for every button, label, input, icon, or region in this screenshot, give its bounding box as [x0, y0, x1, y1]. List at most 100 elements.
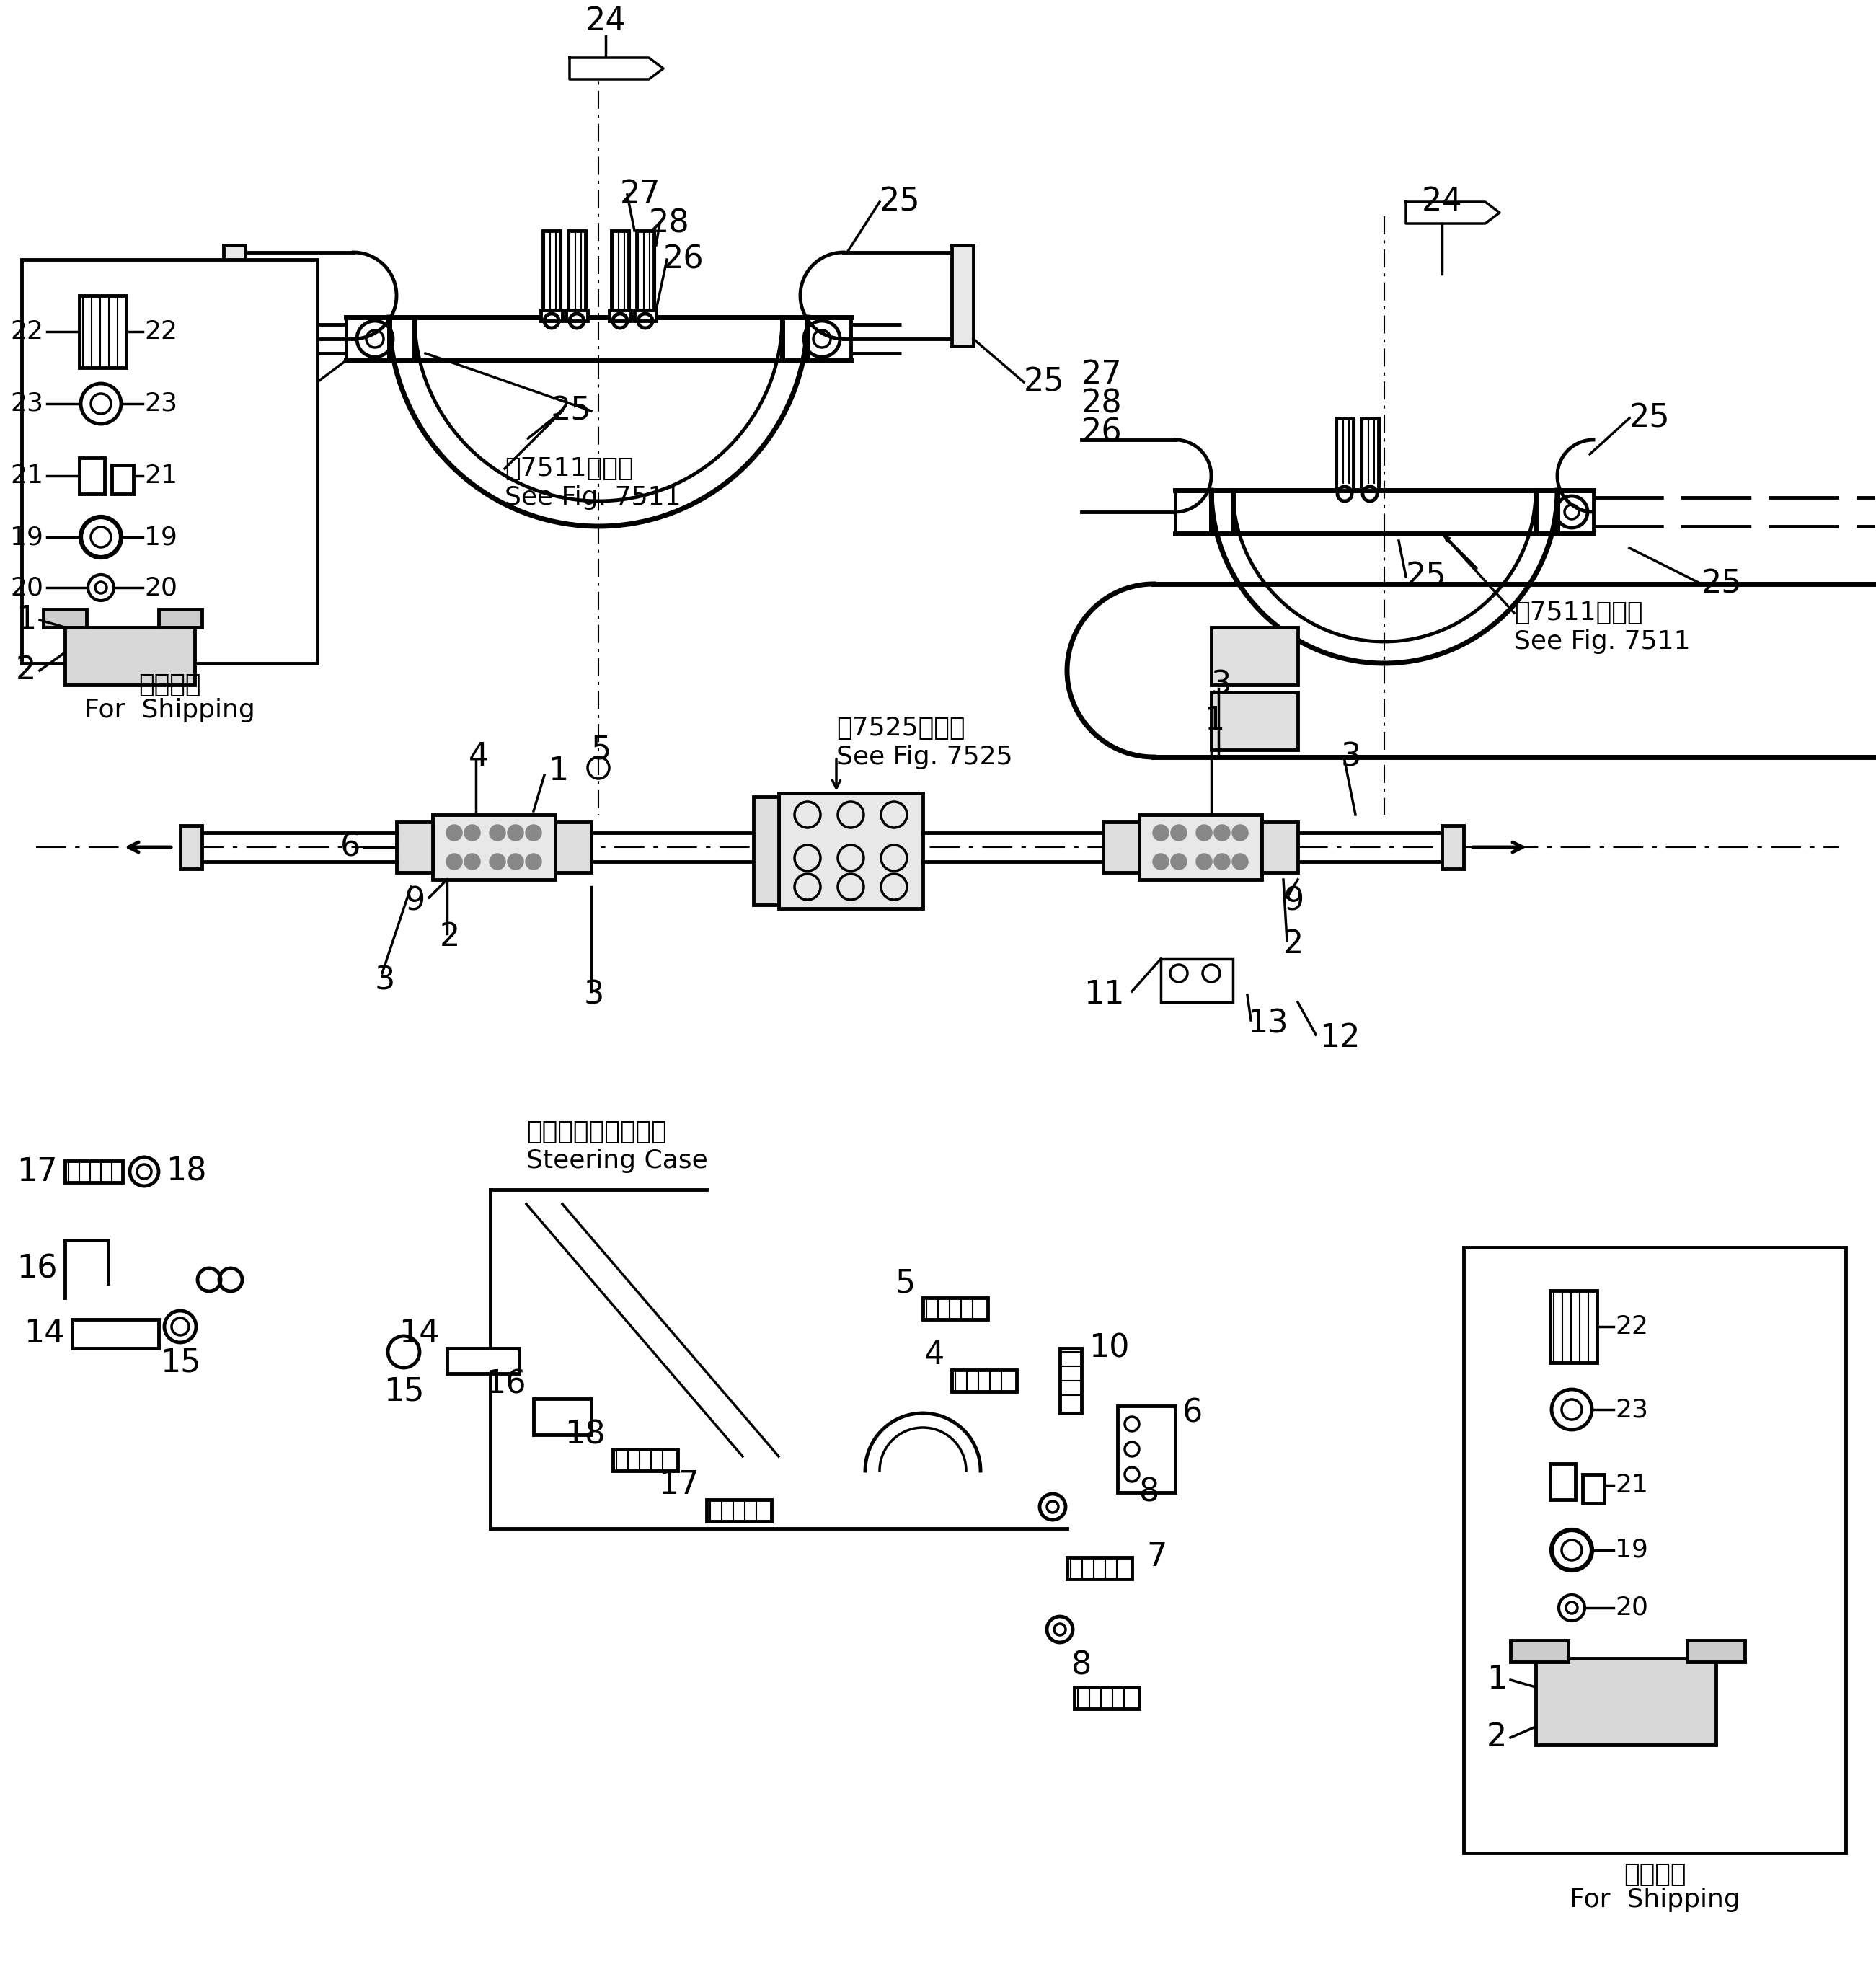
Text: 運搬部品: 運搬部品 — [139, 672, 201, 698]
Bar — [612, 230, 628, 317]
Bar — [113, 466, 133, 494]
Text: 13: 13 — [1248, 1009, 1289, 1039]
Bar — [613, 1449, 677, 1471]
Text: 12: 12 — [1319, 1023, 1360, 1054]
Text: 5: 5 — [895, 1268, 915, 1298]
Bar — [23, 260, 317, 664]
Text: 17: 17 — [658, 1471, 700, 1500]
Text: 24: 24 — [585, 6, 627, 38]
Text: 25: 25 — [550, 396, 591, 426]
Text: 8: 8 — [1071, 1649, 1092, 1681]
Circle shape — [1154, 854, 1169, 868]
Bar — [1510, 1641, 1568, 1661]
Bar — [180, 826, 203, 868]
Bar — [1550, 1290, 1596, 1364]
Bar — [79, 295, 126, 369]
Circle shape — [527, 854, 540, 868]
Text: 22: 22 — [9, 319, 43, 345]
Text: 2: 2 — [1283, 930, 1304, 959]
Bar — [951, 246, 974, 347]
Circle shape — [1197, 826, 1212, 840]
Text: 1: 1 — [1486, 1665, 1506, 1695]
Text: 3: 3 — [583, 979, 604, 1011]
Circle shape — [490, 854, 505, 868]
Text: 25: 25 — [276, 375, 317, 404]
Text: 21: 21 — [144, 464, 178, 488]
Text: 25: 25 — [1024, 367, 1064, 398]
Bar — [1263, 823, 1298, 872]
Text: 3: 3 — [1212, 670, 1233, 700]
Bar — [779, 793, 923, 908]
Bar — [1687, 1641, 1745, 1661]
Bar — [533, 1399, 591, 1435]
Text: 14: 14 — [400, 1318, 439, 1350]
Circle shape — [1154, 826, 1169, 840]
Circle shape — [1233, 854, 1248, 868]
Text: 26: 26 — [1081, 416, 1122, 448]
Text: 4: 4 — [925, 1340, 944, 1372]
Bar — [433, 815, 555, 880]
Text: 25: 25 — [1405, 561, 1446, 593]
Bar — [1362, 418, 1379, 490]
Bar — [79, 458, 105, 494]
Text: For  Shipping: For Shipping — [1570, 1887, 1741, 1913]
Text: 15: 15 — [159, 1348, 201, 1377]
Text: 10: 10 — [1088, 1332, 1129, 1364]
Bar — [1583, 1475, 1604, 1502]
Text: 4: 4 — [469, 741, 490, 773]
Bar — [223, 246, 246, 347]
Circle shape — [508, 826, 523, 840]
Bar — [567, 309, 587, 321]
Text: 27: 27 — [621, 178, 660, 210]
Bar — [43, 608, 86, 626]
Text: 14: 14 — [24, 1318, 66, 1350]
Circle shape — [1172, 826, 1186, 840]
Text: 24: 24 — [1422, 186, 1463, 218]
Bar — [610, 309, 630, 321]
Text: 19: 19 — [144, 525, 176, 549]
Text: 7: 7 — [1146, 1542, 1167, 1574]
Bar — [1336, 418, 1353, 490]
Text: 25: 25 — [1630, 402, 1670, 434]
Circle shape — [1216, 854, 1229, 868]
Text: 21: 21 — [1615, 1473, 1649, 1498]
Text: 8: 8 — [1139, 1477, 1159, 1508]
Text: 27: 27 — [1081, 359, 1122, 390]
Circle shape — [465, 826, 480, 840]
Text: 20: 20 — [1615, 1596, 1649, 1619]
Text: See Fig. 7511: See Fig. 7511 — [505, 486, 681, 509]
Text: 19: 19 — [9, 525, 43, 549]
Text: 28: 28 — [1081, 388, 1122, 420]
Text: 2: 2 — [439, 922, 460, 953]
Bar — [1118, 1405, 1174, 1492]
Text: 25: 25 — [880, 186, 921, 218]
Text: 9: 9 — [405, 886, 426, 918]
Bar — [396, 823, 433, 872]
Text: 1: 1 — [1204, 706, 1225, 737]
Text: See Fig. 7511: See Fig. 7511 — [1514, 630, 1690, 654]
Circle shape — [465, 854, 480, 868]
Text: 25: 25 — [1702, 569, 1743, 599]
Text: 2: 2 — [1486, 1722, 1506, 1754]
Bar — [1067, 1558, 1131, 1580]
Circle shape — [446, 826, 461, 840]
Text: 23: 23 — [9, 392, 43, 416]
Text: 19: 19 — [1615, 1538, 1649, 1562]
Text: 3: 3 — [1341, 741, 1362, 773]
Text: 17: 17 — [17, 1156, 58, 1187]
Polygon shape — [1405, 202, 1499, 224]
Bar — [1139, 815, 1263, 880]
Text: 28: 28 — [649, 208, 690, 240]
Bar — [1103, 823, 1139, 872]
Bar — [1060, 1348, 1081, 1413]
Text: 22: 22 — [1615, 1314, 1649, 1340]
Text: 15: 15 — [383, 1376, 424, 1407]
Text: 1: 1 — [15, 605, 36, 636]
Bar — [1443, 826, 1463, 868]
Bar — [542, 230, 561, 317]
Text: ステアリングケース: ステアリングケース — [527, 1120, 666, 1144]
Bar — [66, 1161, 122, 1183]
Text: 第7511図参照: 第7511図参照 — [505, 456, 634, 482]
Bar — [707, 1500, 771, 1522]
Text: 18: 18 — [565, 1419, 606, 1451]
